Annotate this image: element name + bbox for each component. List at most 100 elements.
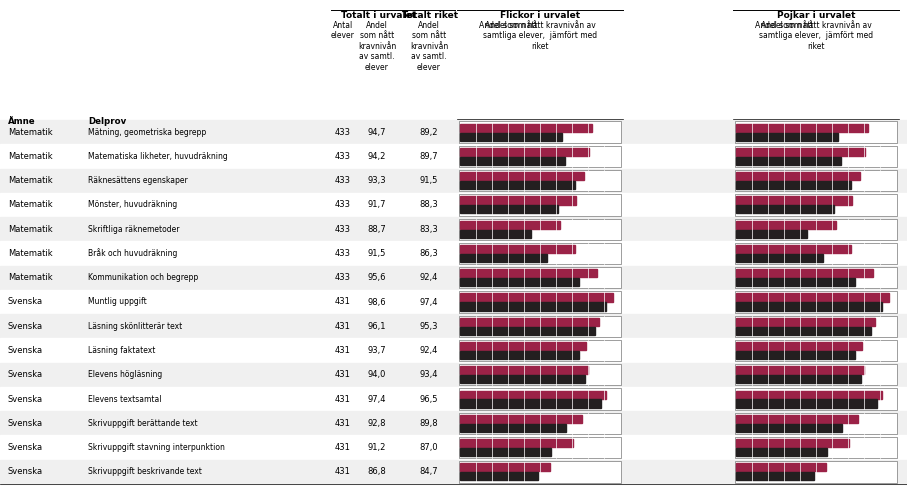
- Bar: [735, 340, 897, 361]
- Bar: [0, 144, 907, 168]
- Bar: [459, 364, 621, 386]
- Bar: [0, 338, 907, 363]
- Text: 94,2: 94,2: [368, 152, 386, 161]
- Text: 431: 431: [335, 443, 351, 452]
- Bar: [0, 435, 907, 460]
- Bar: [459, 437, 621, 458]
- Text: Elevens högläsning: Elevens högläsning: [88, 370, 162, 379]
- Text: Skriftliga räknemetoder: Skriftliga räknemetoder: [88, 224, 180, 234]
- Bar: [735, 194, 897, 216]
- Bar: [459, 316, 621, 337]
- Text: 97,4: 97,4: [420, 298, 438, 306]
- Bar: [735, 437, 897, 458]
- Text: Skrivuppgift berättande text: Skrivuppgift berättande text: [88, 419, 198, 428]
- Bar: [460, 269, 597, 277]
- Bar: [460, 230, 531, 238]
- Bar: [460, 196, 576, 204]
- Text: 95,6: 95,6: [367, 273, 386, 282]
- Bar: [460, 221, 560, 229]
- Bar: [0, 387, 907, 411]
- Bar: [735, 388, 897, 410]
- Text: Matematiska likheter, huvudräkning: Matematiska likheter, huvudräkning: [88, 152, 228, 161]
- Bar: [460, 366, 588, 374]
- Bar: [736, 148, 865, 156]
- Text: Matematik: Matematik: [8, 249, 53, 258]
- Bar: [736, 400, 877, 407]
- Text: Svenska: Svenska: [8, 443, 44, 452]
- Bar: [735, 243, 897, 264]
- Bar: [460, 303, 606, 310]
- Bar: [735, 364, 897, 386]
- Bar: [735, 413, 897, 434]
- Text: Läsning faktatext: Läsning faktatext: [88, 346, 155, 355]
- Text: Svenska: Svenska: [8, 468, 44, 476]
- Text: 433: 433: [335, 273, 351, 282]
- Text: Matematik: Matematik: [8, 224, 53, 234]
- Text: 92,4: 92,4: [420, 346, 438, 355]
- Bar: [736, 318, 875, 326]
- Bar: [460, 123, 591, 132]
- Bar: [460, 326, 595, 335]
- Bar: [736, 424, 842, 432]
- Bar: [736, 181, 851, 189]
- Text: Matematik: Matematik: [8, 201, 53, 209]
- Text: 86,3: 86,3: [420, 249, 438, 258]
- Text: Svenska: Svenska: [8, 322, 44, 331]
- Text: 431: 431: [335, 298, 351, 306]
- Text: 93,7: 93,7: [367, 346, 386, 355]
- Text: 83,3: 83,3: [420, 224, 438, 234]
- Bar: [460, 375, 585, 384]
- Bar: [460, 245, 575, 253]
- Bar: [736, 123, 868, 132]
- Text: 96,1: 96,1: [367, 322, 386, 331]
- Bar: [460, 172, 584, 180]
- Bar: [460, 342, 587, 350]
- Bar: [736, 157, 841, 165]
- Text: 431: 431: [335, 322, 351, 331]
- Bar: [460, 448, 551, 456]
- Text: Matematik: Matematik: [8, 273, 53, 282]
- Text: 86,8: 86,8: [367, 468, 386, 476]
- Bar: [735, 146, 897, 167]
- Bar: [0, 265, 907, 290]
- Text: Ämne: Ämne: [8, 117, 35, 126]
- Bar: [735, 219, 897, 240]
- Text: 89,2: 89,2: [420, 128, 438, 137]
- Text: Delprov: Delprov: [88, 117, 126, 126]
- Bar: [460, 148, 589, 156]
- Text: 96,5: 96,5: [420, 395, 438, 404]
- Bar: [736, 278, 855, 286]
- Text: Räknesättens egenskaper: Räknesättens egenskaper: [88, 176, 188, 185]
- Bar: [460, 181, 575, 189]
- Text: Skrivuppgift stavning interpunktion: Skrivuppgift stavning interpunktion: [88, 443, 225, 452]
- Text: Matematik: Matematik: [8, 128, 53, 137]
- Text: 433: 433: [335, 201, 351, 209]
- Bar: [459, 291, 621, 313]
- Text: 433: 433: [335, 249, 351, 258]
- Bar: [460, 390, 606, 399]
- Text: Svenska: Svenska: [8, 419, 44, 428]
- Text: Andel som nått: Andel som nått: [756, 21, 816, 30]
- Bar: [736, 230, 807, 238]
- Bar: [0, 290, 907, 314]
- Text: Antal
elever: Antal elever: [331, 21, 355, 41]
- Text: Andel som nått: Andel som nått: [479, 21, 540, 30]
- Text: 94,0: 94,0: [368, 370, 386, 379]
- Text: Muntlig uppgift: Muntlig uppgift: [88, 298, 147, 306]
- Bar: [0, 193, 907, 217]
- Text: Andel
som nått
kravnivån
av samtl.
elever: Andel som nått kravnivån av samtl. eleve…: [410, 21, 448, 72]
- Text: 89,7: 89,7: [420, 152, 438, 161]
- Text: 91,2: 91,2: [368, 443, 386, 452]
- Bar: [459, 413, 621, 434]
- Bar: [736, 245, 851, 253]
- Bar: [459, 122, 621, 143]
- Text: 87,0: 87,0: [420, 443, 438, 452]
- Text: 431: 431: [335, 419, 351, 428]
- Bar: [460, 278, 580, 286]
- Text: Pojkar i urvalet: Pojkar i urvalet: [776, 11, 855, 20]
- Bar: [736, 221, 835, 229]
- Bar: [736, 254, 823, 262]
- Bar: [736, 342, 863, 350]
- Bar: [736, 415, 858, 423]
- Bar: [460, 205, 558, 213]
